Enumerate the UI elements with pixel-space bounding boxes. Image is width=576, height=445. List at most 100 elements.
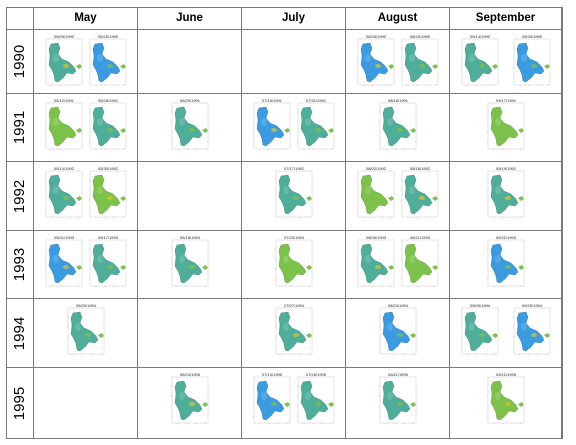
lake-map-icon (379, 102, 417, 150)
year-label-1992: 1992 (6, 162, 34, 231)
image-thumbnail[interactable]: 08/11/1995 (378, 372, 418, 428)
image-thumbnail[interactable]: 05/14/1992 (44, 166, 84, 222)
image-thumbnail[interactable]: 07/07/1994 (274, 303, 314, 359)
image-thumbnail[interactable]: 09/09/1994 (460, 303, 500, 359)
image-thumbnail[interactable]: 08/18/1992 (400, 166, 440, 222)
image-thumbnail[interactable]: 05/12/1991 (44, 98, 84, 154)
lake-map-icon (45, 170, 83, 218)
year-text: 1993 (11, 247, 28, 282)
acquisition-date: 09/12/1995 (495, 372, 517, 377)
year-label-1991: 1991 (6, 94, 34, 162)
acquisition-date: 05/20/1994 (75, 303, 97, 308)
acquisition-date: 06/29/1991 (179, 98, 201, 103)
image-thumbnail[interactable]: 07/26/1995 (296, 372, 336, 428)
image-thumbnail[interactable]: 09/30/1990 (512, 34, 552, 90)
lake-map-icon (513, 307, 551, 355)
lake-map-icon (357, 38, 395, 86)
acquisition-date: 09/17/1991 (495, 98, 517, 103)
year-text: 1990 (11, 44, 28, 79)
table-cell-1991-september: 09/17/1991 (450, 94, 562, 162)
image-thumbnail[interactable]: 08/16/1991 (378, 98, 418, 154)
image-thumbnail[interactable]: 08/21/1993 (400, 235, 440, 291)
lake-map-icon (461, 38, 499, 86)
image-thumbnail[interactable]: 05/20/1994 (66, 303, 106, 359)
lake-map-icon (171, 102, 209, 150)
lake-map-icon (487, 239, 525, 287)
table-cell-1990-june (138, 30, 242, 94)
table-cell-1992-may: 05/14/1992 05/30/1992 (34, 162, 138, 231)
image-thumbnail[interactable]: 05/01/1993 (44, 235, 84, 291)
lake-map-icon (253, 102, 291, 150)
acquisition-date: 08/24/1994 (387, 303, 409, 308)
month-header-may: May (34, 7, 138, 30)
lake-map-icon (275, 239, 313, 287)
acquisition-date: 07/31/1991 (305, 98, 327, 103)
image-thumbnail[interactable]: 05/28/1991 (88, 98, 128, 154)
table-cell-1994-june (138, 299, 242, 368)
acquisition-date: 08/05/1993 (365, 235, 387, 240)
acquisition-date: 07/07/1994 (283, 303, 305, 308)
image-thumbnail[interactable]: 08/02/1992 (356, 166, 396, 222)
table-cell-1995-august: 08/11/1995 (346, 368, 450, 439)
lake-map-icon (487, 376, 525, 424)
lake-map-icon (89, 170, 127, 218)
month-header-september: September (450, 7, 562, 30)
lake-map-icon (379, 376, 417, 424)
table-cell-1994-may: 05/20/1994 (34, 299, 138, 368)
image-thumbnail[interactable]: 09/17/1991 (486, 98, 526, 154)
acquisition-date: 08/11/1995 (388, 372, 408, 377)
month-header-july: July (242, 7, 346, 30)
acquisition-date: 05/17/1993 (97, 235, 119, 240)
year-label-1995: 1995 (6, 368, 34, 439)
acquisition-date: 05/01/1993 (53, 235, 75, 240)
image-thumbnail[interactable]: 07/15/1991 (252, 98, 292, 154)
image-thumbnail[interactable]: 08/24/1994 (378, 303, 418, 359)
lake-map-icon (357, 239, 395, 287)
acquisition-date: 09/14/1990 (469, 34, 491, 39)
image-thumbnail[interactable]: 07/17/1992 (274, 166, 314, 222)
image-thumbnail[interactable]: 08/29/1990 (400, 34, 440, 90)
lake-map-icon (67, 307, 105, 355)
image-thumbnail[interactable]: 07/20/1993 (274, 235, 314, 291)
acquisition-date: 05/12/1991 (53, 98, 75, 103)
lake-map-icon (45, 239, 83, 287)
image-thumbnail[interactable]: 09/22/1993 (486, 235, 526, 291)
lake-map-icon (401, 38, 439, 86)
table-cell-1993-september: 09/22/1993 (450, 231, 562, 299)
lake-map-icon (275, 307, 313, 355)
acquisition-date: 07/10/1995 (261, 372, 283, 377)
image-thumbnail[interactable]: 08/28/1990 (356, 34, 396, 90)
image-thumbnail[interactable]: 09/19/1992 (486, 166, 526, 222)
image-thumbnail[interactable]: 07/10/1995 (252, 372, 292, 428)
lake-map-icon (487, 170, 525, 218)
image-thumbnail[interactable]: 05/30/1992 (88, 166, 128, 222)
month-header-june: June (138, 7, 242, 30)
table-cell-1992-july: 07/17/1992 (242, 162, 346, 231)
year-text: 1994 (11, 316, 28, 350)
acquisition-date: 09/25/1994 (521, 303, 543, 308)
acquisition-date: 07/17/1992 (283, 166, 305, 171)
table-cell-1992-september: 09/19/1992 (450, 162, 562, 231)
acquisition-date: 08/21/1993 (409, 235, 431, 240)
image-thumbnail[interactable]: 09/14/1990 (460, 34, 500, 90)
table-cell-1995-june: 06/24/1995 (138, 368, 242, 439)
image-thumbnail[interactable]: 06/24/1995 (170, 372, 210, 428)
image-thumbnail[interactable]: 05/17/1993 (88, 235, 128, 291)
image-thumbnail[interactable]: 06/18/1993 (170, 235, 210, 291)
lake-map-icon (45, 38, 83, 86)
image-thumbnail[interactable]: 08/05/1993 (356, 235, 396, 291)
table-cell-1993-august: 08/05/1993 08/21/1993 (346, 231, 450, 299)
acquisition-date: 07/20/1993 (283, 235, 305, 240)
lake-map-icon (45, 102, 83, 150)
year-text: 1992 (11, 179, 28, 213)
table-cell-1990-may: 05/09/1990 05/25/1990 (34, 30, 138, 94)
acquisition-date: 06/24/1995 (179, 372, 201, 377)
image-thumbnail[interactable]: 09/12/1995 (486, 372, 526, 428)
image-thumbnail[interactable]: 09/25/1994 (512, 303, 552, 359)
image-thumbnail[interactable]: 07/31/1991 (296, 98, 336, 154)
image-thumbnail[interactable]: 05/25/1990 (88, 34, 128, 90)
table-cell-1993-july: 07/20/1993 (242, 231, 346, 299)
image-thumbnail[interactable]: 05/09/1990 (44, 34, 84, 90)
acquisition-date: 08/28/1990 (365, 34, 387, 39)
image-thumbnail[interactable]: 06/29/1991 (170, 98, 210, 154)
